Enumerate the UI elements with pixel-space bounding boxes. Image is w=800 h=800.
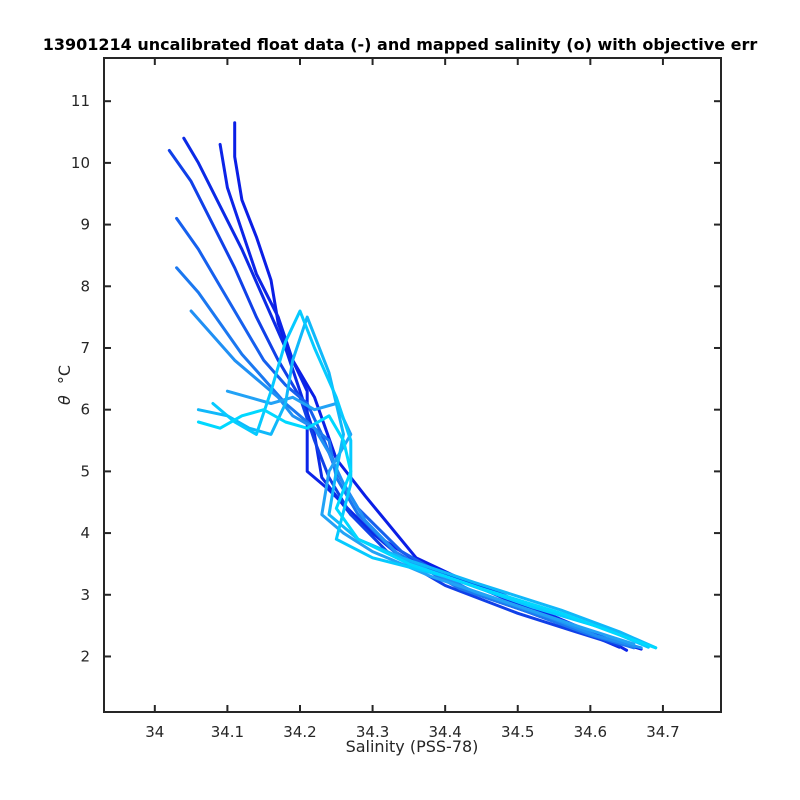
x-axis-label: Salinity (PSS-78) [346,737,479,756]
y-axis-label: θ °C [55,365,74,405]
y-tick-label-4: 4 [80,524,90,542]
profile-line-9 [196,315,658,650]
chart-title: 13901214 uncalibrated float data (-) and… [43,35,758,54]
x-tick-label-34.4: 34.4 [428,723,461,741]
x-tick-label-34.6: 34.6 [574,723,607,741]
x-tick-label-34: 34 [145,723,164,741]
y-tick-label-9: 9 [80,216,90,234]
y-axis-label-unit: °C [55,365,74,384]
profile-line-8 [225,389,636,646]
y-tick-label-2: 2 [80,647,90,665]
x-tick-label-34.5: 34.5 [501,723,534,741]
x-tick-label-34.7: 34.7 [646,723,679,741]
profile-line-6 [175,266,636,650]
y-tick-label-8: 8 [80,277,90,295]
y-tick-label-7: 7 [80,339,90,357]
plot-frame [103,57,722,713]
svg-text:θ °C: θ °C [55,365,74,405]
y-axis-label-symbol: θ [55,395,74,405]
x-tick-label-34.1: 34.1 [211,723,244,741]
profile-line-4 [167,149,621,647]
y-axis-ticks: 2 3 4 5 6 7 8 9 10 11 [71,92,721,665]
y-tick-label-6: 6 [80,401,90,419]
y-tick-label-11: 11 [71,92,90,110]
y-tick-label-3: 3 [80,586,90,604]
y-tick-label-10: 10 [71,154,90,172]
profile-line-11 [196,408,658,650]
x-tick-label-34.2: 34.2 [283,723,316,741]
x-tick-label-34.3: 34.3 [356,723,389,741]
x-axis-ticks: 34 34.1 34.2 34.3 34.4 34.5 34.6 34.7 [145,58,680,741]
y-tick-label-5: 5 [80,462,90,480]
series-layer [167,121,658,652]
